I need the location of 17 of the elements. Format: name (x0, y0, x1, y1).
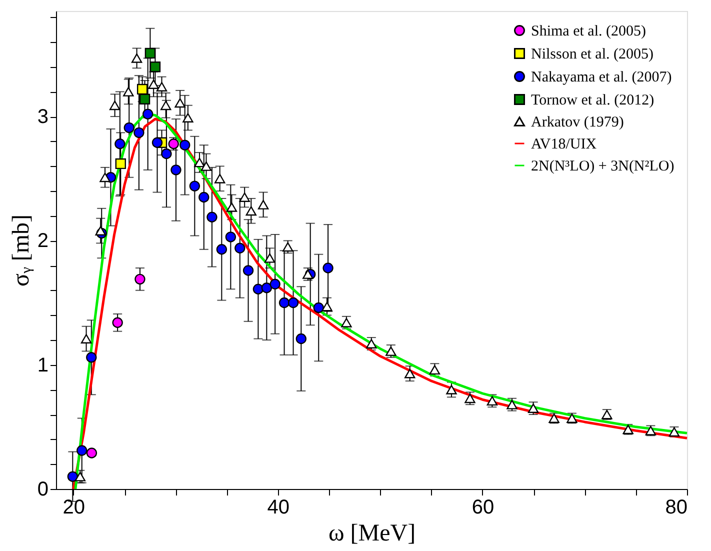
x-tick-label: 40 (267, 496, 290, 518)
legend-label: Shima et al. (2005) (531, 24, 646, 40)
y-tick-label: 3 (37, 106, 48, 128)
y-axis-title: σᵧ [mb] (8, 214, 34, 286)
legend-label: AV18/UIX (531, 136, 597, 152)
legend-label: Nilsson et al. (2005) (531, 46, 654, 62)
x-tick-label: 20 (62, 496, 86, 518)
legend-label: Tornow et al. (2012) (531, 92, 654, 108)
x-axis-title: ω [MeV] (328, 520, 416, 546)
x-tick-label: 60 (472, 496, 494, 518)
x-tick-label: 80 (665, 496, 688, 518)
legend-label: 2N(N³LO) + 3N(N²LO) (531, 158, 674, 174)
y-tick-label: 2 (37, 230, 48, 252)
legend-label: Arkatov (1979) (531, 114, 624, 130)
y-tick-label: 0 (37, 478, 48, 500)
legend-label: Nakayama et al. (2007) (531, 70, 672, 86)
y-tick-label: 1 (37, 354, 48, 376)
